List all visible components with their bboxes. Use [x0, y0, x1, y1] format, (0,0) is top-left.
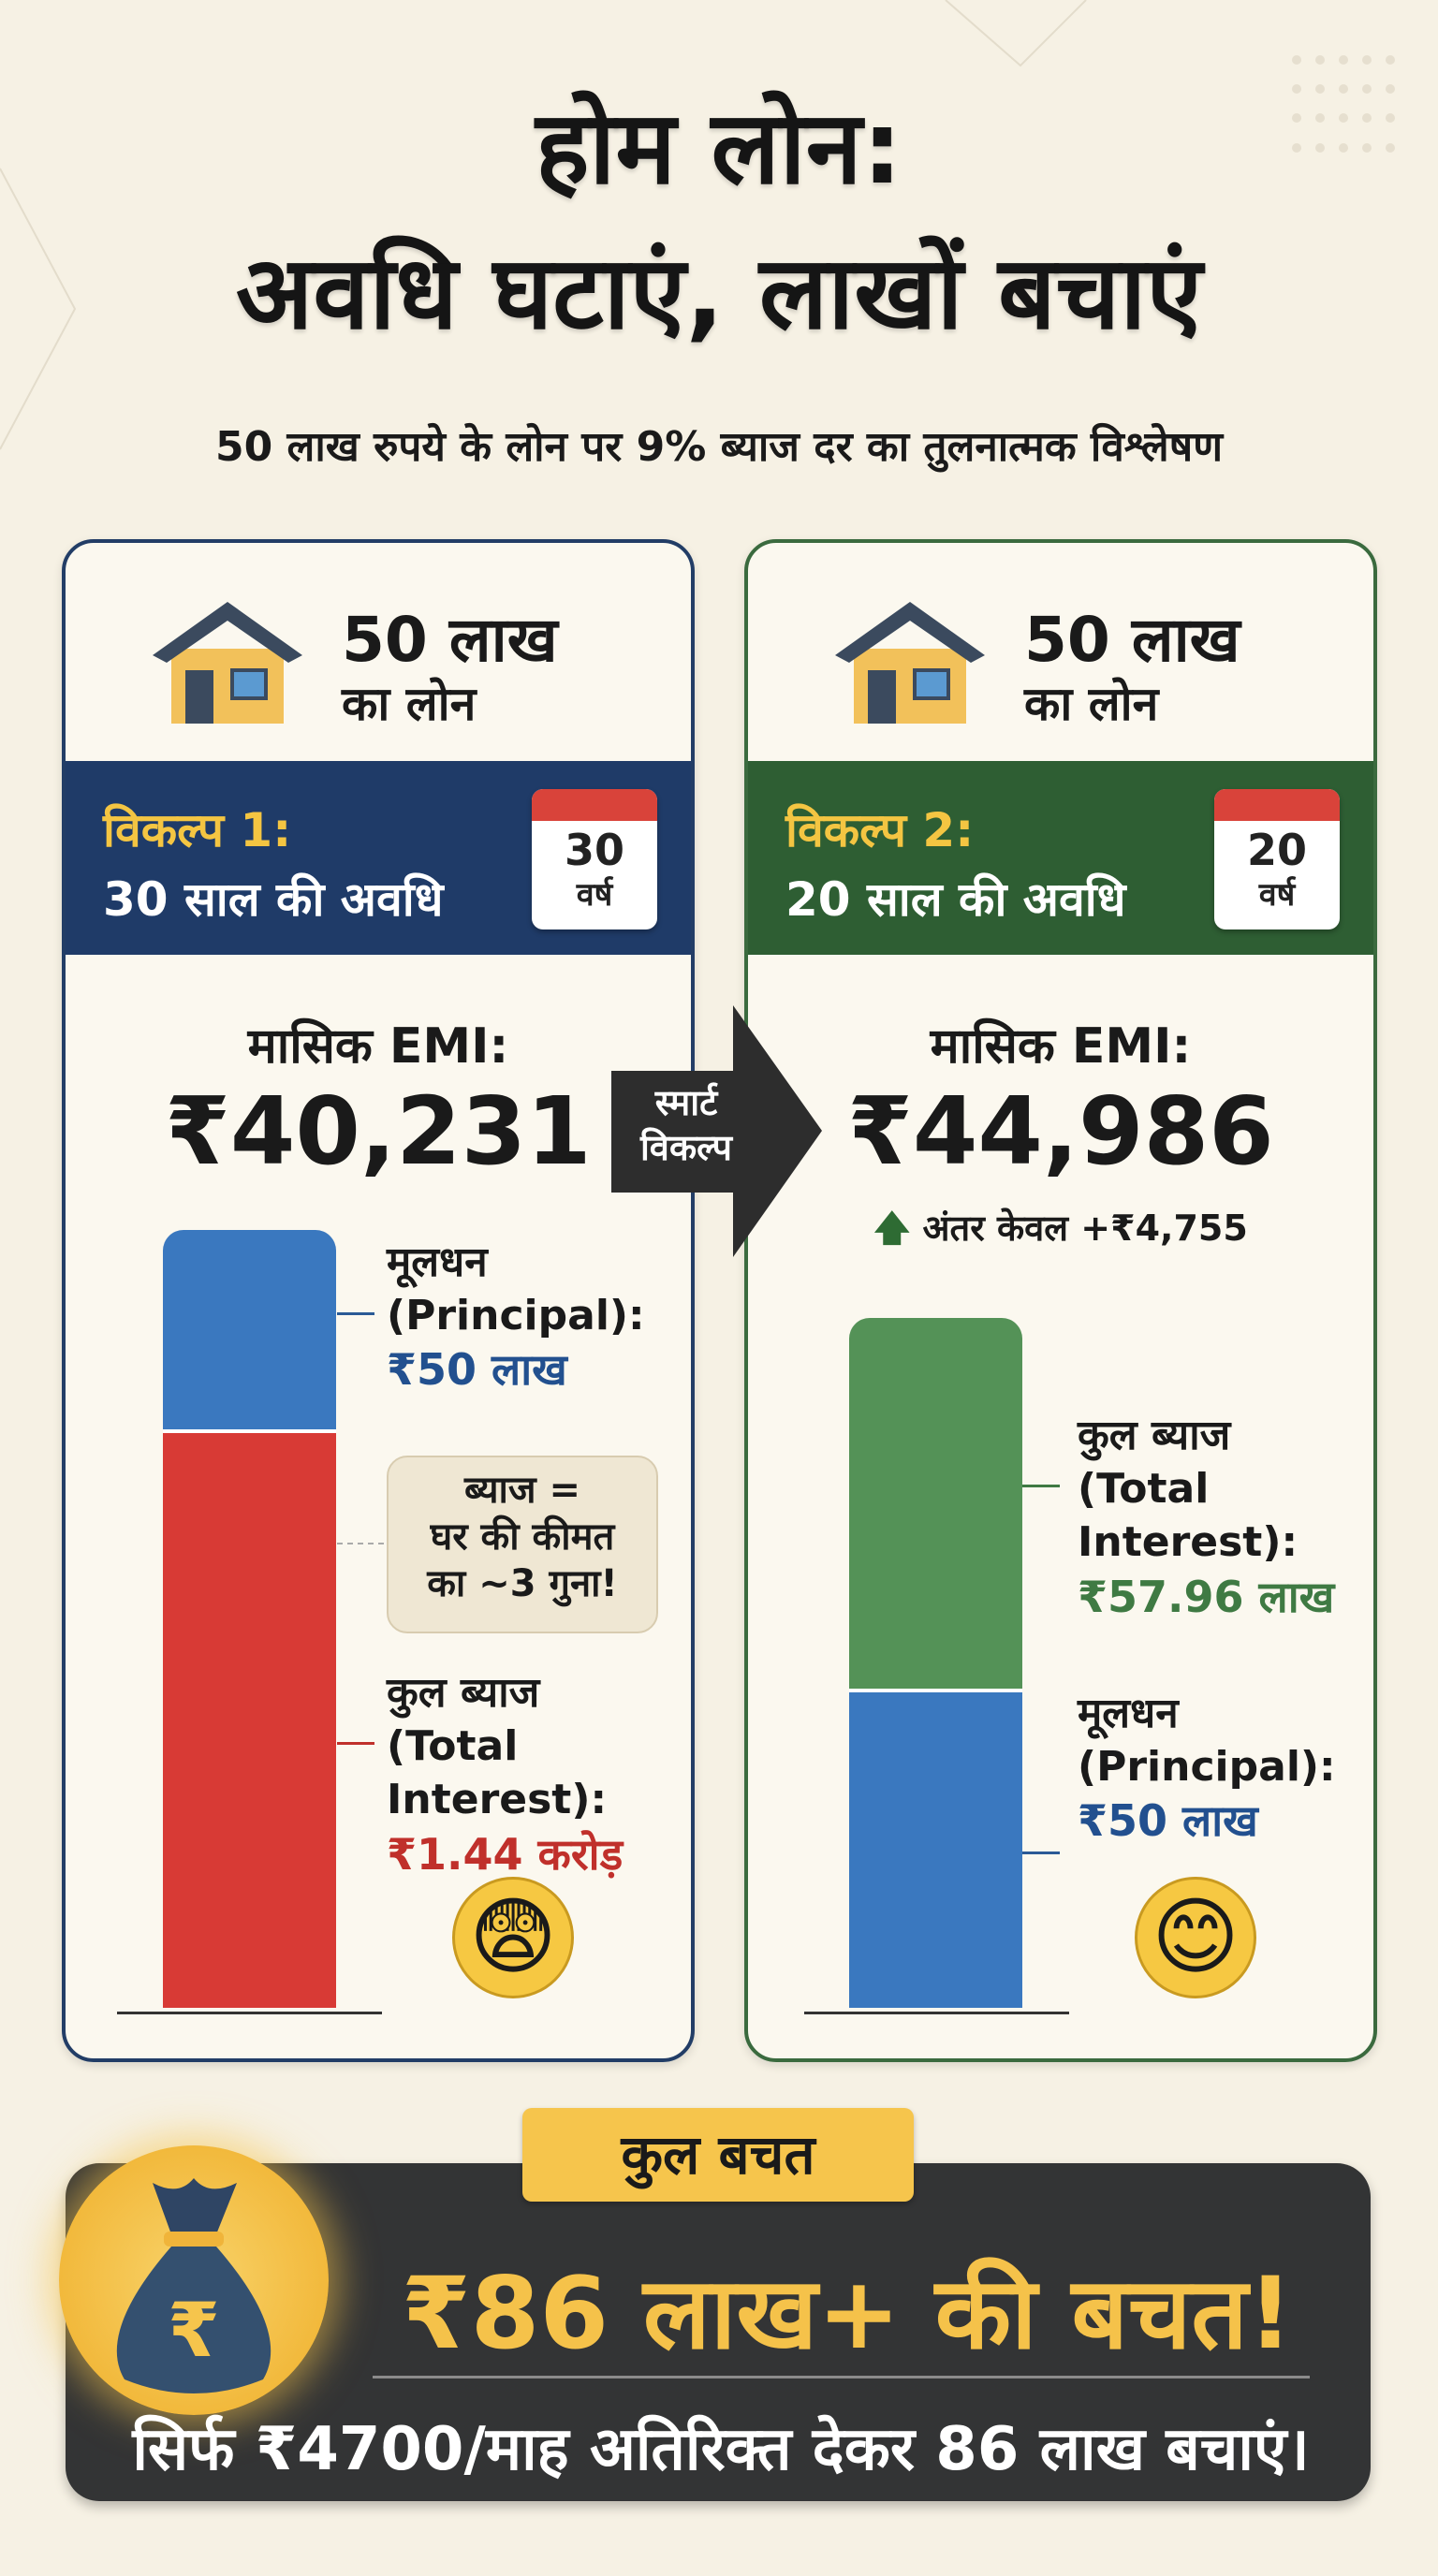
option2-card: 50 लाख का लोन विकल्प 2: 20 साल की अवधि 2…: [744, 539, 1377, 2062]
note-line: घर की कीमत: [430, 1515, 615, 1559]
emi-difference-text: अंतर केवल +₹4,755: [922, 1208, 1248, 1249]
arrow-line1: स्मार्ट: [654, 1082, 718, 1123]
divider: [373, 2376, 1310, 2378]
duration-label: 20 साल की अवधि: [785, 872, 1126, 927]
bar-segment-interest: [163, 1429, 336, 2008]
calendar-icon: 30 वर्ष: [532, 789, 657, 929]
savings-detail: सिर्फ ₹4700/माह अतिरिक्त देकर 86 लाख बचा…: [132, 2415, 1310, 2484]
interest-en: (Total Interest):: [387, 1722, 608, 1824]
interest-hi: कुल ब्याज: [387, 1669, 540, 1717]
option1-card: 50 लाख का लोन विकल्प 1: 30 साल की अवधि 3…: [62, 539, 695, 2062]
calendar-years: 20: [1246, 825, 1307, 875]
interest-note: ब्याज = घर की कीमत का ~3 गुना!: [387, 1456, 658, 1633]
leader-line: [337, 1742, 374, 1745]
loan-amount-sub: का लोन: [1024, 677, 1159, 731]
emi-label: मासिक EMI:: [247, 1018, 509, 1075]
worried-face-icon: 😨: [452, 1877, 574, 1998]
emi-difference: 🡅 अंतर केवल +₹4,755: [748, 1202, 1373, 1263]
savings-headline: ₹86 लाख+ की बचत!: [401, 2256, 1294, 2371]
principal-value: ₹50 लाख: [1078, 1795, 1258, 1847]
note-connector: [337, 1543, 384, 1544]
note-line: ब्याज =: [463, 1469, 581, 1512]
bar-segment-principal: [163, 1230, 336, 1430]
up-arrow-icon: 🡅: [873, 1208, 923, 1249]
bar-baseline: [117, 2012, 382, 2014]
loan-amount: 50 लाख: [342, 604, 558, 676]
page-title-line1: होम लोन:: [536, 90, 902, 207]
loan-amount: 50 लाख: [1024, 604, 1240, 676]
svg-text:₹: ₹: [168, 2287, 220, 2374]
calendar-unit: वर्ष: [1258, 876, 1296, 914]
stacked-bar-20yr: [849, 1318, 1022, 2012]
calendar-years: 30: [564, 825, 624, 875]
calendar-icon: 20 वर्ष: [1214, 789, 1340, 929]
emi-value: ₹44,986: [847, 1076, 1274, 1186]
smiling-face-icon: 😊: [1135, 1877, 1256, 1998]
duration-label: 30 साल की अवधि: [103, 872, 444, 927]
note-line: का ~3 गुना!: [427, 1562, 618, 1605]
bar-baseline: [804, 2012, 1069, 2014]
principal-en: (Principal):: [387, 1292, 645, 1340]
leader-line: [1022, 1485, 1060, 1487]
interest-hi: कुल ब्याज: [1078, 1412, 1231, 1459]
stacked-bar-30yr: [163, 1230, 336, 2012]
loan-amount-sub: का लोन: [342, 677, 477, 731]
interest-en: (Total Interest):: [1078, 1465, 1299, 1567]
arrow-line2: विकल्प: [639, 1126, 733, 1168]
interest-label: कुल ब्याज (Total Interest): ₹1.44 करोड़: [387, 1666, 691, 1882]
principal-en: (Principal):: [1078, 1743, 1336, 1792]
option-band: विकल्प 1: 30 साल की अवधि 30 वर्ष: [66, 761, 691, 955]
total-savings-tag: कुल बचत: [522, 2108, 914, 2202]
emi-label: मासिक EMI:: [930, 1018, 1192, 1075]
emi-value: ₹40,231: [165, 1076, 592, 1186]
money-bag-icon: ₹: [116, 2178, 271, 2393]
interest-value: ₹57.96 लाख: [1078, 1571, 1335, 1622]
principal-hi: मूलधन: [1078, 1690, 1179, 1737]
principal-label: मूलधन (Principal): ₹50 लाख: [1078, 1687, 1336, 1850]
principal-value: ₹50 लाख: [387, 1344, 567, 1396]
option-band: विकल्प 2: 20 साल की अवधि 20 वर्ष: [748, 761, 1373, 955]
leader-line: [1022, 1852, 1060, 1854]
bar-segment-interest: [849, 1318, 1022, 1689]
house-icon: [153, 602, 302, 724]
money-bag-badge: ₹: [59, 2145, 329, 2415]
page-title-line2: अवधि घटाएं, लाखों बचाएं: [235, 235, 1203, 352]
house-icon: [835, 602, 985, 724]
page-subtitle: 50 लाख रुपये के लोन पर 9% ब्याज दर का तु…: [214, 423, 1224, 471]
smart-choice-arrow-icon: [611, 1005, 822, 1257]
option-label: विकल्प 1:: [103, 803, 292, 857]
interest-label: कुल ब्याज (Total Interest): ₹57.96 लाख: [1078, 1409, 1373, 1625]
calendar-unit: वर्ष: [576, 876, 613, 914]
option-label: विकल्प 2:: [785, 803, 975, 857]
leader-line: [337, 1312, 374, 1315]
principal-hi: मूलधन: [387, 1238, 488, 1286]
bar-segment-principal: [849, 1688, 1022, 2008]
smart-choice-label: स्मार्ट विकल्प: [611, 1081, 761, 1170]
interest-value: ₹1.44 करोड़: [387, 1828, 624, 1880]
principal-label: मूलधन (Principal): ₹50 लाख: [387, 1236, 645, 1398]
